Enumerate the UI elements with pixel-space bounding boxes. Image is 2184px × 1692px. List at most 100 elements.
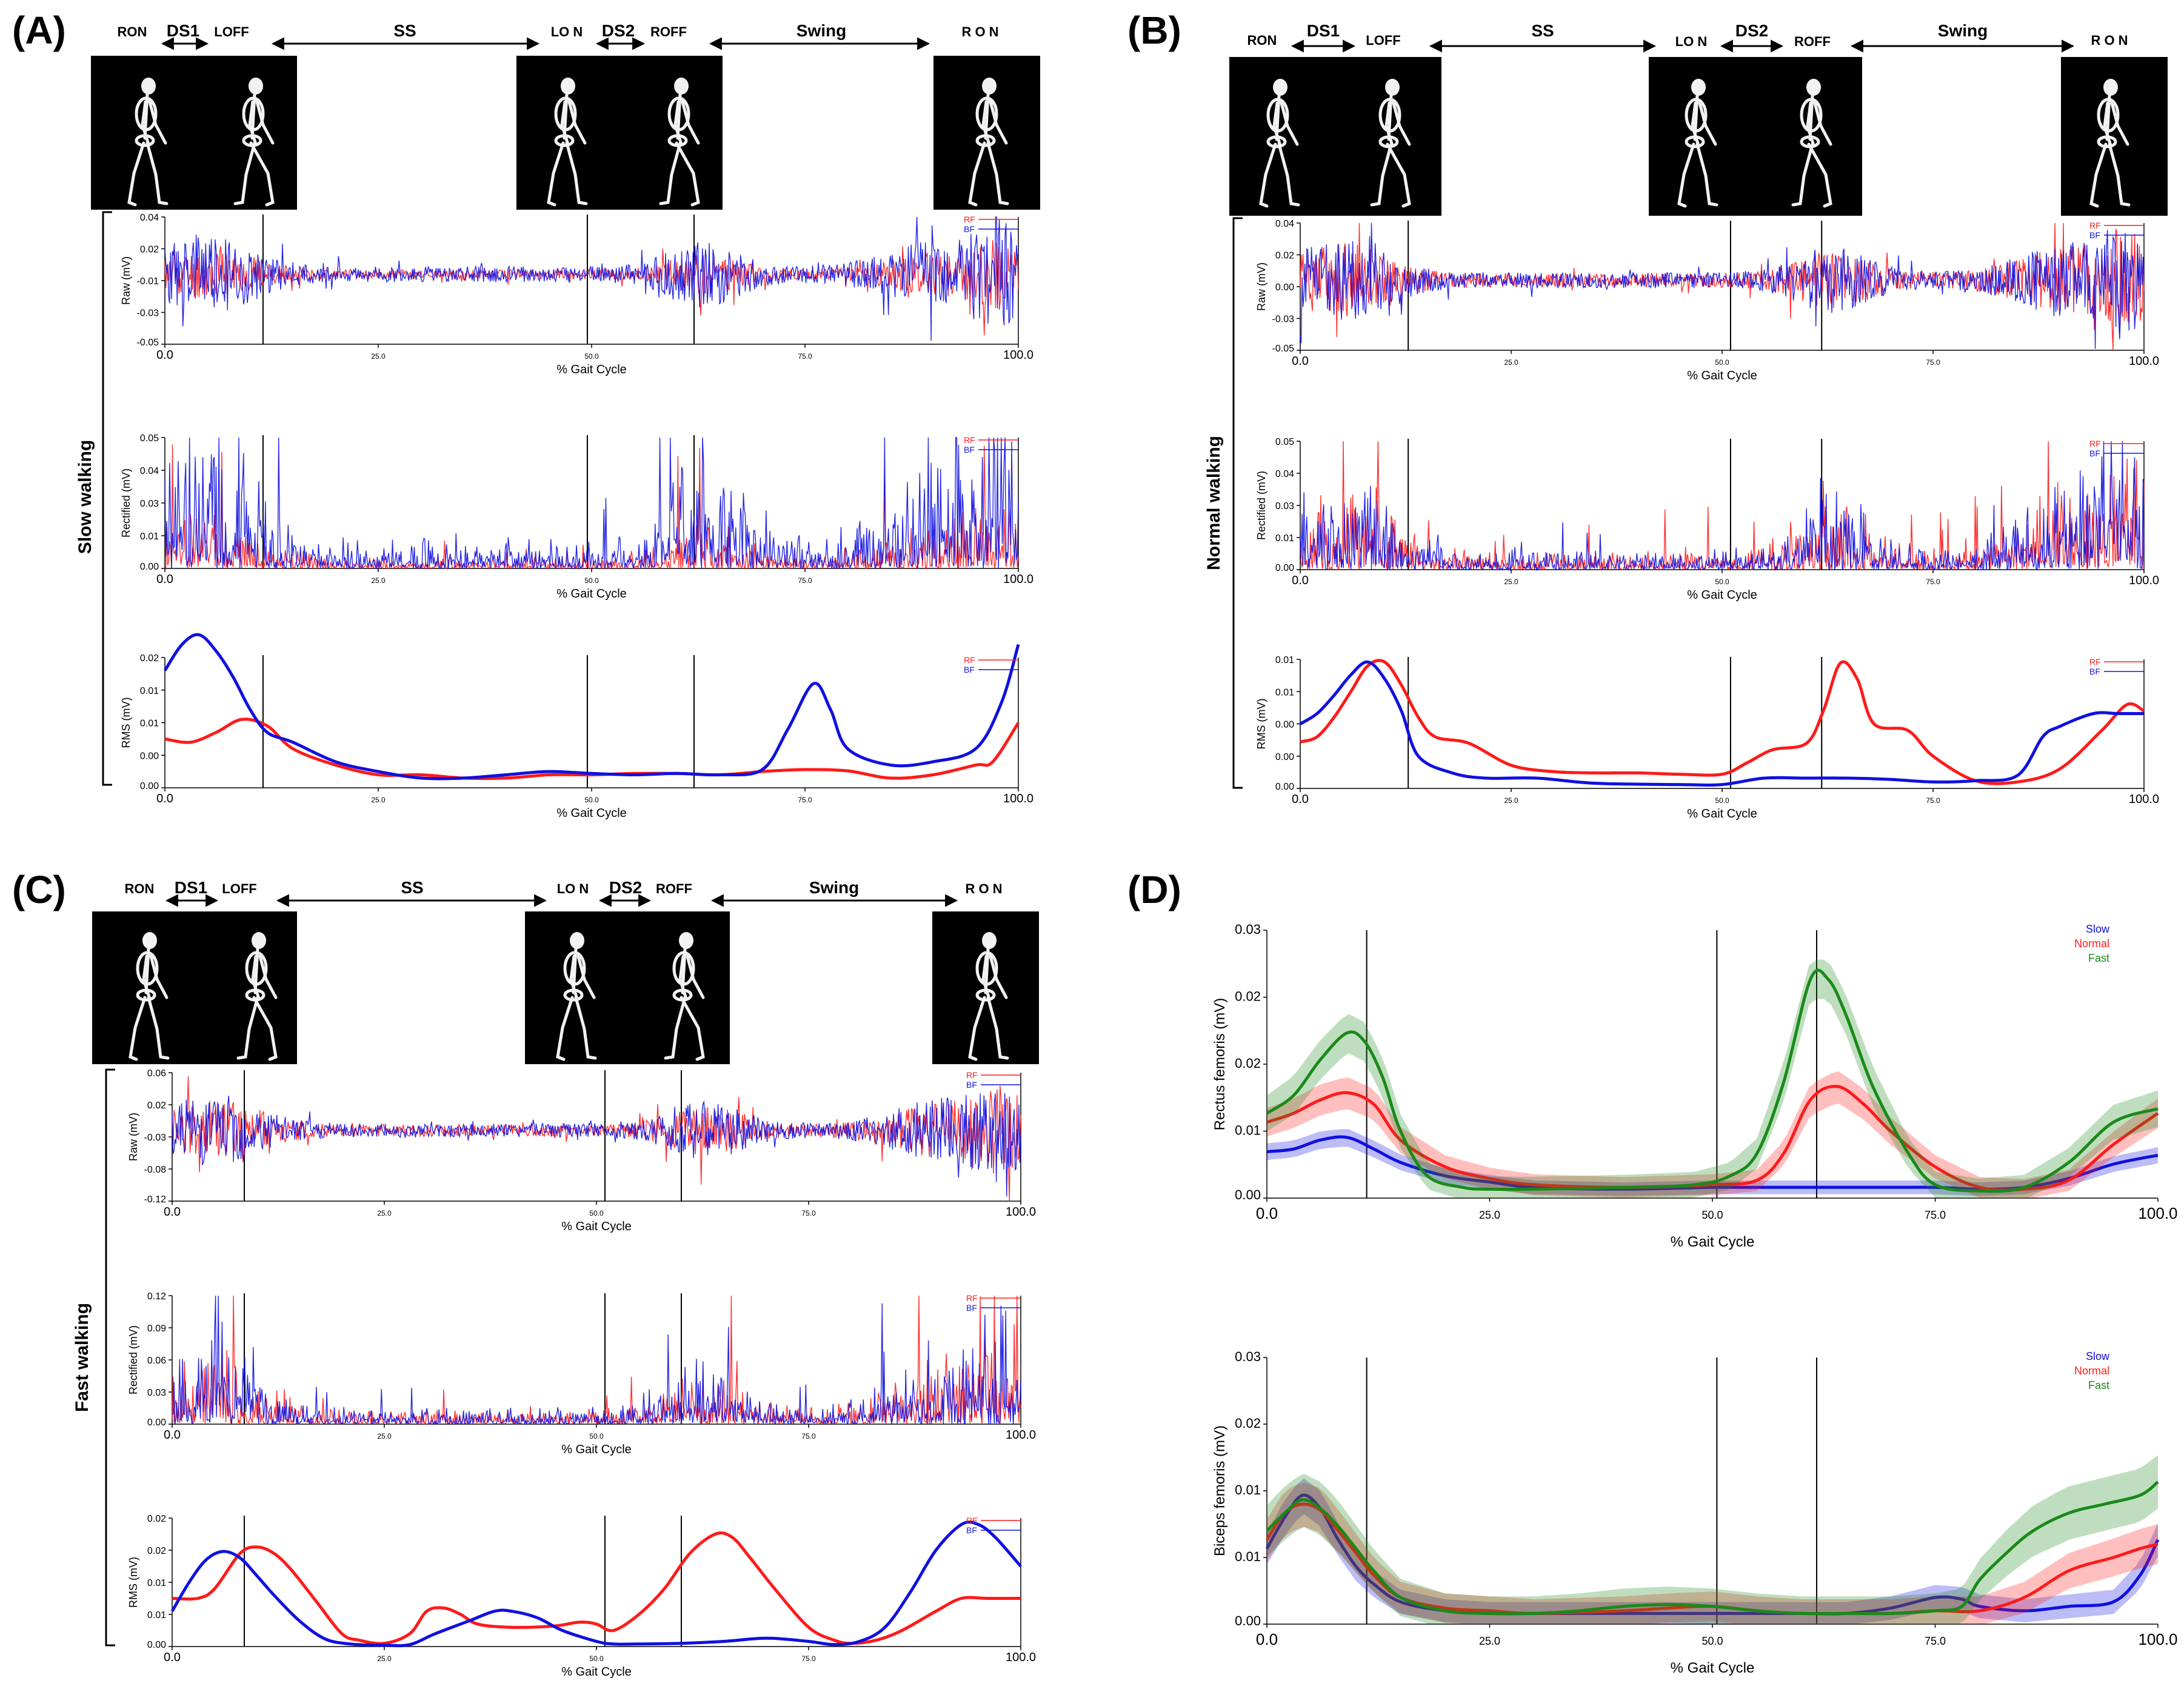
leg-rear [252, 996, 278, 1061]
y-tick-label: 0.03 [147, 1388, 166, 1398]
x-tick-label: 75.0 [798, 796, 812, 804]
x-tick-label: 100.0 [1006, 1205, 1036, 1219]
leg-rear [968, 141, 986, 207]
y-tick-label: 0.00 [140, 781, 159, 791]
rib-cage [245, 951, 268, 986]
legend-rf-label: RF [2089, 439, 2101, 448]
x-tick-label: 100.0 [2129, 793, 2159, 806]
y-tick-label: 0.03 [140, 499, 159, 509]
panel-a-skeletons [127, 78, 1009, 207]
series-bf-line [1300, 222, 2145, 349]
y-axis-label: Rectified (mV) [127, 1325, 139, 1394]
phase-ss: SS [393, 21, 416, 40]
arm-front [989, 954, 1008, 999]
x-tick-label: 0.0 [164, 1651, 181, 1664]
panel-a-phase-header: RON DS1 LOFF SS LO N DS2 ROFF Swing R O … [118, 21, 999, 50]
arm-front [1698, 101, 1717, 146]
series-rf-line [164, 240, 1019, 336]
x-tick-label: 50.0 [1715, 796, 1729, 805]
series-rf-line [1300, 659, 2145, 785]
rib-cage [667, 96, 690, 132]
arm-back [981, 954, 991, 1001]
x-tick-label: 75.0 [798, 576, 812, 585]
walking-label-fast: Fast walking [72, 1303, 92, 1412]
phase-loff: LOFF [214, 24, 249, 39]
y-tick-label: 0.01 [140, 531, 159, 542]
leg-rear [1677, 142, 1695, 208]
panel-c-rectified-plot: 0.12 0.09 0.06 0.03 0.000.0 25.0 50.0 75.0 100.0… [127, 1291, 1036, 1456]
x-tick-label: 25.0 [377, 1209, 392, 1217]
leg-front [236, 996, 259, 1060]
y-axis-label: Rectified (mV) [1255, 471, 1267, 540]
y-tick-label: -0.05 [137, 338, 159, 348]
skeleton-figure [664, 932, 705, 1061]
skull [1806, 79, 1821, 96]
y-tick-label: 0.05 [140, 433, 159, 444]
y-tick-label: 0.00 [1275, 720, 1294, 730]
arm-back [141, 100, 150, 146]
skull [679, 932, 693, 949]
y-tick-label: 0.06 [147, 1068, 166, 1079]
leg-front [1370, 142, 1393, 207]
x-tick-label: 0.0 [156, 348, 173, 362]
legend-rf-label: RF [2089, 657, 2101, 667]
skeleton-figure [1370, 79, 1411, 208]
y-tick-label: 0.12 [147, 1291, 166, 1302]
y-tick-label: 0.00 [147, 1640, 166, 1650]
series-normal-band [1267, 1482, 2158, 1624]
arm-front [686, 954, 705, 999]
skeleton-figure [556, 932, 597, 1061]
arm-back [1691, 101, 1700, 147]
series-rf-line [164, 718, 1020, 781]
x-tick-label: 50.0 [584, 796, 599, 804]
panel-c-rms-plot: 0.02 0.02 0.01 0.01 0.000.0 25.0 50.0 75.0 100.0… [127, 1514, 1036, 1679]
x-tick-label: 75.0 [801, 1209, 816, 1217]
panel-b-rms-plot: 0.010.010.000.000.000.0 25.0 50.0 75.0 100.0… [1255, 655, 2159, 821]
y-tick-label: 0.01 [1235, 1549, 1261, 1564]
legend-rf-label: RF [966, 1516, 978, 1525]
leg-front [233, 141, 256, 205]
arm-front [989, 100, 1008, 145]
panel-a-rms-plot: 0.020.010.010.000.000.0 25.0 50.0 75.0 100.0… [120, 633, 1034, 820]
x-tick-label: 100.0 [1006, 1651, 1036, 1664]
skeleton-figure [129, 932, 170, 1061]
arm-front [255, 100, 275, 145]
skeleton-figure [233, 78, 275, 207]
x-tick-label: 0.0 [1292, 574, 1309, 587]
pelvis [975, 988, 996, 1002]
x-tick-label: 75.0 [801, 1654, 816, 1663]
panel-a-raw-plot: 0.04 0.02 -0.01 -0.03 -0.050.0 25.0 50.0 75.0 10… [120, 213, 1034, 376]
y-tick-label: 0.04 [140, 466, 159, 476]
y-tick-label: 0.06 [147, 1356, 166, 1366]
x-axis-label: % Gait Cycle [556, 587, 627, 601]
legend-rf-label: RF [966, 1293, 978, 1303]
phase-swing: Swing [809, 878, 859, 897]
rib-cage [1800, 98, 1823, 133]
leg-front [2108, 142, 2131, 207]
x-axis-label: % Gait Cycle [1687, 588, 1757, 602]
rib-cage [975, 951, 998, 986]
skeleton-figure [968, 78, 1009, 207]
arm-back [569, 954, 579, 1001]
pelvis [136, 988, 156, 1002]
y-axis-label: Raw (mV) [127, 1113, 139, 1161]
panel-a-bracket [102, 211, 112, 786]
leg-rear [1807, 142, 1832, 208]
leg-rear [968, 996, 986, 1061]
leg-front [1695, 142, 1718, 207]
skeleton-image-2 [525, 911, 730, 1064]
phase-ron: RON [118, 24, 147, 39]
x-tick-label: 0.0 [164, 1205, 181, 1219]
arm-front [1280, 101, 1299, 146]
skull [982, 78, 997, 95]
panel-c-skeletons [129, 932, 1009, 1061]
skeleton-figure [1677, 79, 1718, 208]
arm-front [1813, 101, 1832, 146]
legend-rf-label: RF [964, 435, 975, 445]
y-tick-label: 0.00 [147, 1417, 166, 1428]
leg-rear [556, 996, 574, 1061]
panel-label-c: (C) [12, 868, 66, 911]
x-tick-label: 0.0 [1256, 1204, 1278, 1222]
y-tick-label: 0.02 [147, 1546, 166, 1556]
rib-cage [135, 96, 158, 132]
